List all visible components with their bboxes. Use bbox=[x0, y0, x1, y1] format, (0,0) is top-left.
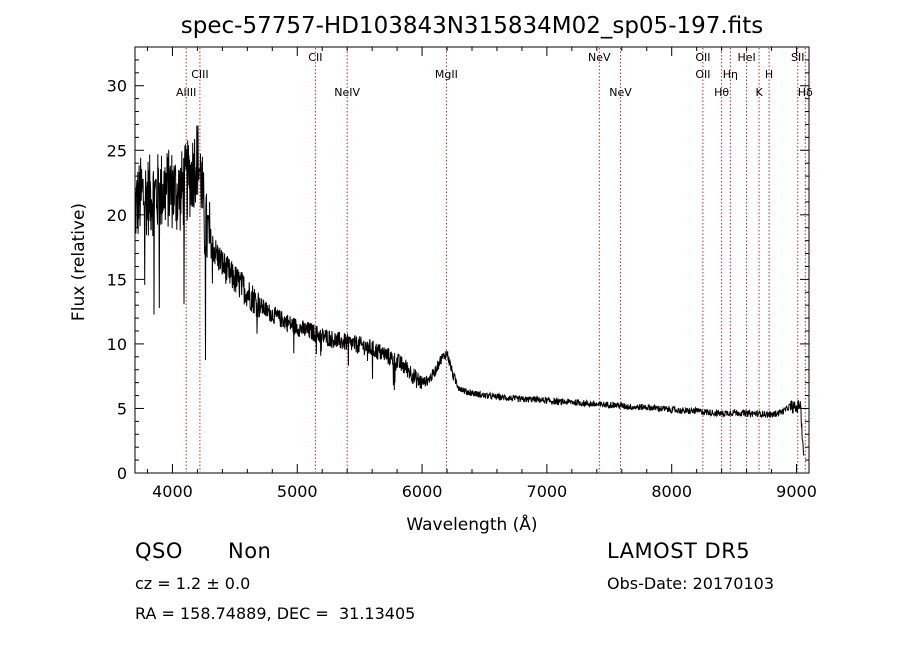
y-axis-label: Flux (relative) bbox=[69, 203, 89, 321]
x-axis-label: Wavelength (Å) bbox=[406, 513, 537, 535]
y-tick-label-3: 15 bbox=[107, 270, 127, 289]
x-tick-label-5: 9000 bbox=[776, 482, 817, 501]
y-tick-label-2: 10 bbox=[107, 335, 127, 354]
x-tick-label-4: 8000 bbox=[651, 482, 692, 501]
emission-line-markers: AlIII CIII CII NeIV MgII NeV NeV OII OII Hθ Hη HeI K… bbox=[176, 48, 813, 472]
coordinates: RA = 158.74889, DEC = 31.13405 bbox=[135, 604, 416, 623]
redshift-cz: cz = 1.2 ± 0.0 bbox=[135, 574, 251, 593]
line-label-4: MgII bbox=[435, 68, 458, 81]
line-label-9: Hθ bbox=[714, 86, 729, 99]
line-label-1: CIII bbox=[191, 68, 208, 81]
line-label-14: SII bbox=[791, 51, 804, 64]
line-label-11: HeI bbox=[737, 51, 755, 64]
line-label-2: CII bbox=[308, 51, 322, 64]
line-label-13: H bbox=[765, 68, 773, 81]
y-tick-label-5: 25 bbox=[107, 141, 127, 160]
line-label-7: OII bbox=[695, 51, 710, 64]
x-tick-label-2: 6000 bbox=[402, 482, 443, 501]
line-label-0: AlIII bbox=[176, 86, 196, 99]
line-label-8: OII bbox=[695, 68, 710, 81]
line-label-5: NeV bbox=[588, 51, 611, 64]
axes: 4000 5000 6000 7000 8000 9000 0 5 10 15 20 25 30 bbox=[107, 47, 817, 501]
line-label-6: NeV bbox=[609, 86, 632, 99]
line-label-15: Hδ bbox=[798, 86, 813, 99]
y-tick-label-0: 0 bbox=[117, 464, 127, 483]
object-class: QSO bbox=[135, 539, 183, 563]
x-tick-label-3: 7000 bbox=[527, 482, 568, 501]
y-tick-label-4: 20 bbox=[107, 206, 127, 225]
line-label-10: Hη bbox=[723, 68, 738, 81]
x-tick-label-1: 5000 bbox=[277, 482, 318, 501]
spectrum-series bbox=[134, 125, 805, 456]
observation-date: Obs-Date: 20170103 bbox=[607, 574, 775, 593]
y-tick-label-1: 5 bbox=[117, 399, 127, 418]
spectrum-line bbox=[134, 125, 805, 456]
y-tick-label-6: 30 bbox=[107, 77, 127, 96]
object-subclass: Non bbox=[228, 539, 272, 563]
chart-title: spec-57757-HD103843N315834M02_sp05-197.f… bbox=[181, 13, 763, 39]
survey-name: LAMOST DR5 bbox=[607, 539, 751, 563]
line-label-12: K bbox=[755, 86, 763, 99]
line-label-3: NeIV bbox=[334, 86, 360, 99]
x-tick-label-0: 4000 bbox=[152, 482, 193, 501]
